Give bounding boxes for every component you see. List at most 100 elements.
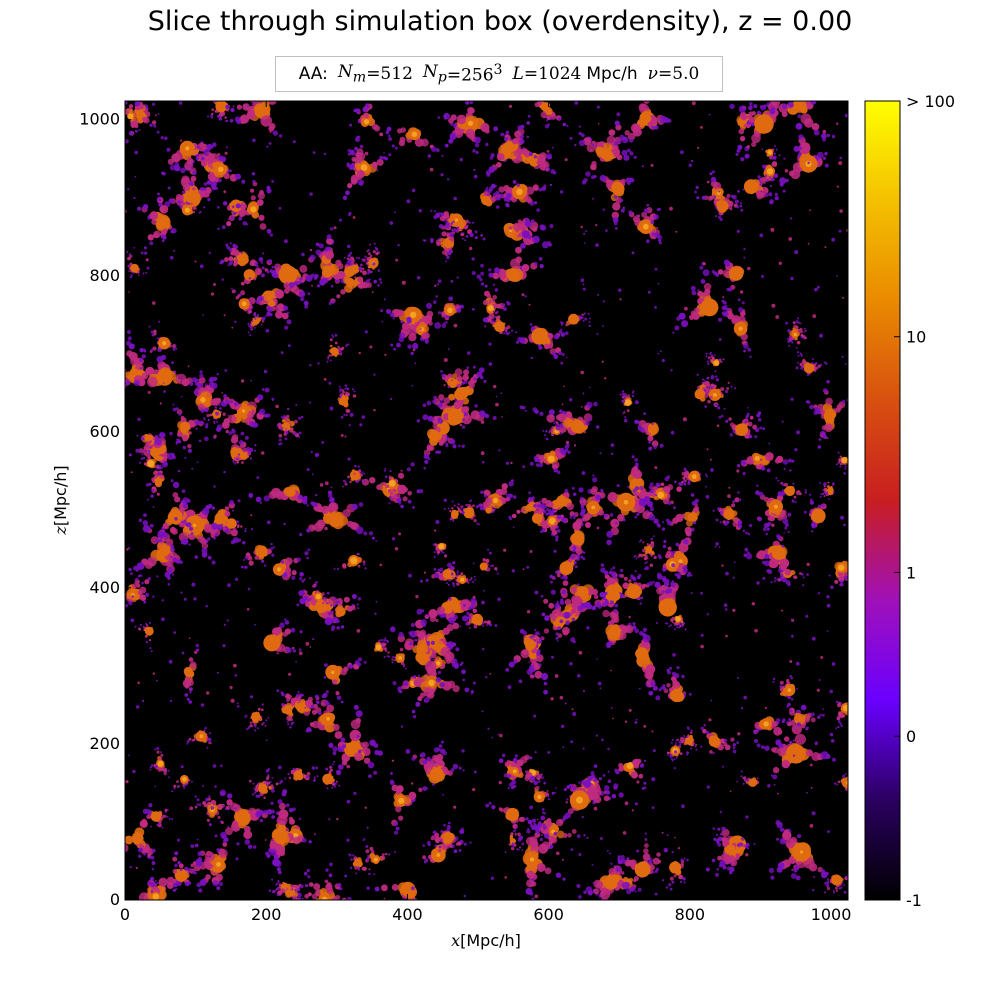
field-blob xyxy=(307,875,311,879)
field-blob xyxy=(700,745,703,748)
field-blob xyxy=(443,116,447,120)
field-blob xyxy=(308,882,314,887)
field-blob xyxy=(839,463,842,466)
field-blob xyxy=(467,107,475,115)
field-blob xyxy=(154,437,163,446)
field-blob xyxy=(303,871,308,876)
field-blob xyxy=(431,146,437,152)
field-blob xyxy=(196,798,200,802)
field-blob xyxy=(265,315,268,318)
field-blob xyxy=(369,477,376,484)
field-blob xyxy=(652,535,655,538)
field-blob xyxy=(660,556,663,559)
field-blob xyxy=(498,186,505,193)
field-blob xyxy=(656,852,661,857)
field-blob xyxy=(784,522,790,528)
field-blob xyxy=(422,414,429,421)
field-blob xyxy=(745,553,753,560)
halo-peak xyxy=(363,119,370,125)
halo-core xyxy=(132,834,143,845)
field-blob xyxy=(400,504,404,509)
field-blob xyxy=(175,559,181,564)
field-blob xyxy=(146,641,148,644)
field-blob xyxy=(101,852,105,856)
field-blob xyxy=(138,627,141,630)
field-blob xyxy=(234,290,237,293)
field-blob xyxy=(687,751,689,754)
field-blob xyxy=(537,649,541,653)
field-blob xyxy=(336,780,338,783)
field-blob xyxy=(357,597,362,601)
field-blob xyxy=(203,729,206,732)
field-blob xyxy=(255,270,260,276)
halo-peak xyxy=(754,455,760,461)
field-blob xyxy=(837,780,841,784)
field-blob xyxy=(766,468,771,473)
field-blob xyxy=(162,815,165,818)
field-blob xyxy=(733,387,736,390)
field-blob xyxy=(144,634,148,638)
field-blob xyxy=(703,379,706,382)
field-blob xyxy=(332,679,338,685)
field-blob xyxy=(382,643,386,647)
halo-core xyxy=(344,266,356,277)
field-blob xyxy=(714,403,719,407)
field-blob xyxy=(281,703,284,706)
field-blob xyxy=(314,694,319,699)
field-blob xyxy=(461,237,464,240)
field-blob xyxy=(242,103,250,111)
field-blob xyxy=(284,620,290,625)
field-blob xyxy=(167,576,171,580)
field-blob xyxy=(779,182,784,187)
field-blob xyxy=(336,695,342,701)
field-blob xyxy=(670,741,673,744)
field-blob xyxy=(236,458,239,461)
field-blob xyxy=(673,628,676,631)
field-blob xyxy=(634,890,637,893)
field-blob xyxy=(261,723,264,726)
field-blob xyxy=(330,618,335,623)
field-blob xyxy=(444,143,449,148)
field-blob xyxy=(134,625,137,628)
field-blob xyxy=(234,807,237,810)
field-blob xyxy=(219,117,222,120)
field-blob xyxy=(250,328,252,331)
field-blob xyxy=(432,399,436,404)
field-blob xyxy=(748,105,753,111)
field-blob xyxy=(662,567,667,572)
field-blob xyxy=(268,259,273,264)
field-blob xyxy=(286,319,292,325)
field-blob xyxy=(690,747,693,750)
field-blob xyxy=(338,385,341,388)
field-blob xyxy=(654,581,661,588)
field-blob xyxy=(468,627,471,630)
field-blob xyxy=(472,504,475,508)
field-blob xyxy=(505,203,509,207)
field-blob xyxy=(856,776,858,778)
field-blob xyxy=(620,208,625,213)
field-blob xyxy=(768,515,774,521)
field-blob xyxy=(178,412,182,416)
field-blob xyxy=(156,337,159,340)
field-blob xyxy=(774,145,776,147)
field-blob xyxy=(543,681,548,686)
halo-core xyxy=(349,470,360,481)
field-blob xyxy=(242,541,246,545)
field-blob xyxy=(343,596,350,603)
field-blob xyxy=(673,506,676,510)
field-blob xyxy=(811,524,816,529)
field-blob xyxy=(832,757,836,762)
field-blob xyxy=(379,132,384,137)
field-blob xyxy=(280,691,284,695)
field-blob xyxy=(797,341,800,344)
field-blob xyxy=(372,250,376,254)
field-blob xyxy=(797,321,800,324)
field-blob xyxy=(236,119,242,125)
field-blob xyxy=(726,387,730,390)
field-blob xyxy=(235,203,241,209)
field-blob xyxy=(802,576,805,579)
field-blob xyxy=(205,423,209,427)
field-blob xyxy=(686,726,689,729)
field-blob xyxy=(774,577,777,580)
field-blob xyxy=(856,566,859,569)
